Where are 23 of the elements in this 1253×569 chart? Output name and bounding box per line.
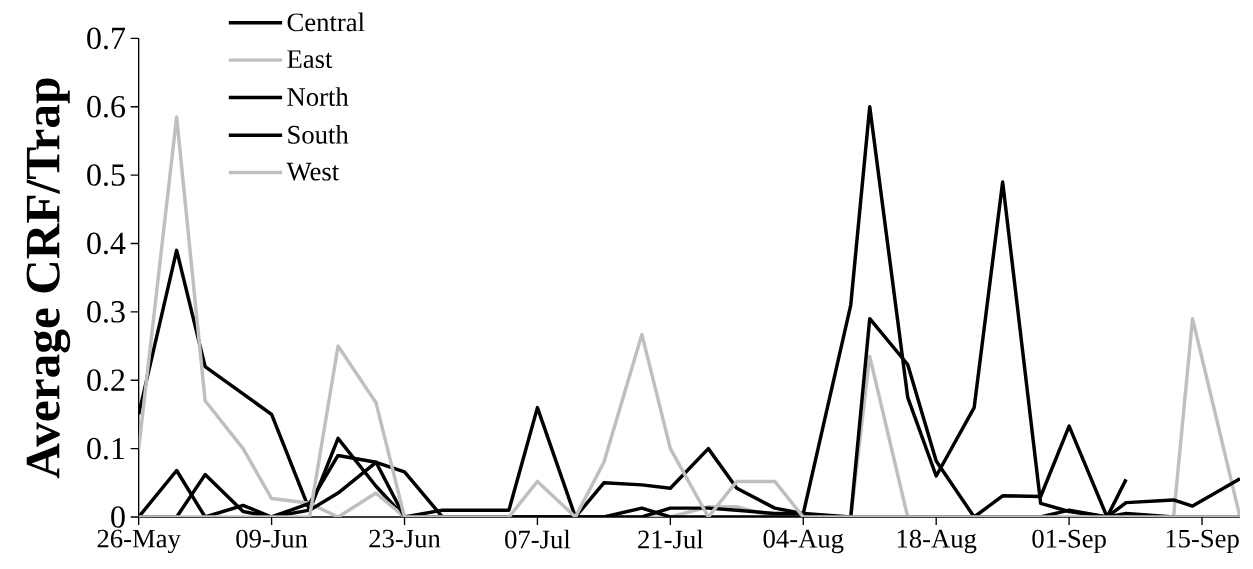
y-tick-label: 0.3 <box>87 300 125 323</box>
legend-label: South <box>288 125 349 144</box>
legend-label: North <box>287 87 349 106</box>
x-tick-label: 26-May <box>97 529 181 554</box>
x-tick-label: 18-Aug <box>897 529 977 554</box>
x-tick-label: 09-Jun <box>236 529 308 548</box>
x-tick-label: 01-Sep <box>1032 529 1106 554</box>
y-tick-label: 0.7 <box>87 27 126 50</box>
y-tick-label: 0.2 <box>87 369 125 392</box>
y-axis-title: Average CRF/Trap <box>26 78 71 479</box>
y-tick-label: 0.5 <box>87 164 125 186</box>
x-tick-label: 07-Jul <box>505 529 571 549</box>
y-tick-label: 0 <box>111 506 125 528</box>
x-tick-label: 23-Jun <box>369 529 441 548</box>
x-tick-label: 21-Jul <box>638 529 704 549</box>
x-tick-label: 15-Sep <box>1166 529 1239 554</box>
x-tick-label: 04-Aug <box>763 529 844 554</box>
y-tick-label: 0.4 <box>87 232 126 255</box>
legend-label: Central <box>287 12 365 32</box>
legend-label: West <box>286 162 340 181</box>
y-tick-label: 0.6 <box>87 95 125 118</box>
y-tick-label: 0.1 <box>87 437 125 460</box>
legend-label: East <box>287 50 333 69</box>
